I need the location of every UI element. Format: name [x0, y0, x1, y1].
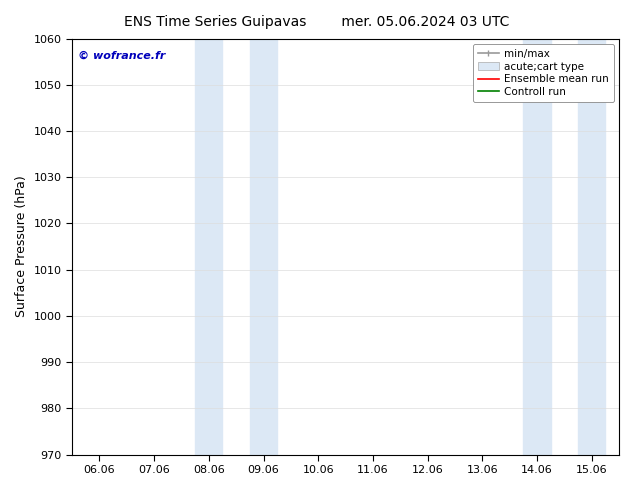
Text: ENS Time Series Guipavas        mer. 05.06.2024 03 UTC: ENS Time Series Guipavas mer. 05.06.2024…	[124, 15, 510, 29]
Bar	[195, 39, 223, 455]
Bar	[523, 39, 551, 455]
Bar	[250, 39, 277, 455]
Legend: min/max, acute;cart type, Ensemble mean run, Controll run: min/max, acute;cart type, Ensemble mean …	[472, 44, 614, 102]
Y-axis label: Surface Pressure (hPa): Surface Pressure (hPa)	[15, 176, 28, 318]
Text: © wofrance.fr: © wofrance.fr	[77, 51, 165, 61]
Bar	[578, 39, 605, 455]
